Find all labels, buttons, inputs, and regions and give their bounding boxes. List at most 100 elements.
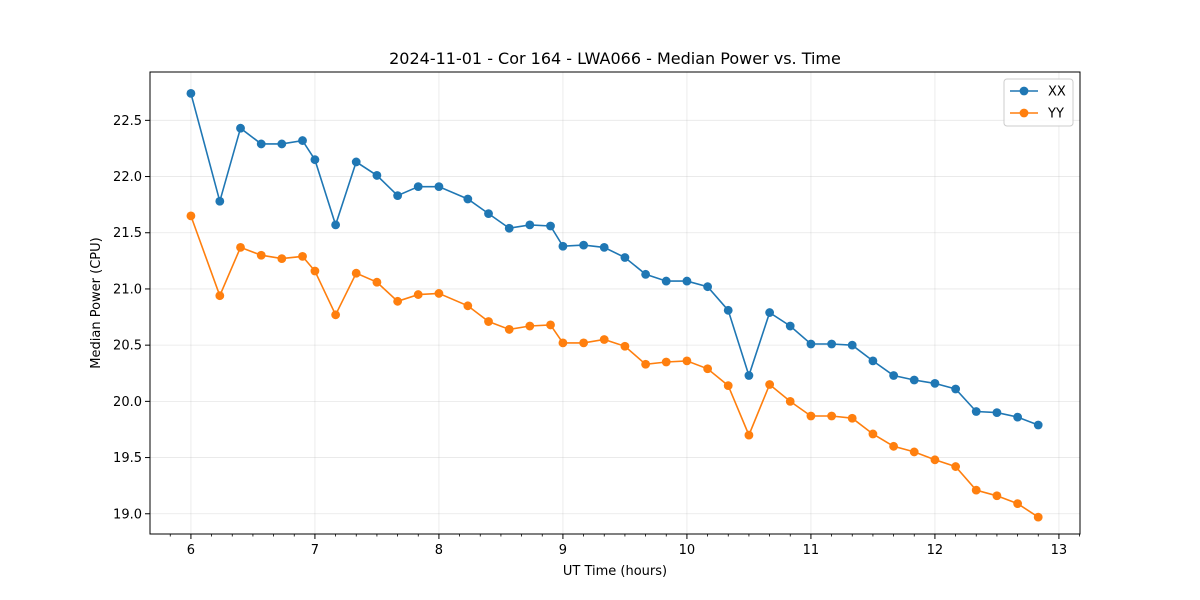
- data-point-yy: [723, 381, 733, 391]
- data-point-xx: [868, 356, 878, 366]
- data-point-yy: [661, 357, 671, 367]
- y-axis-label: Median Power (CPU): [89, 237, 104, 368]
- data-point-xx: [744, 371, 754, 380]
- data-point-yy: [889, 441, 899, 451]
- x-tick-label: 12: [927, 543, 944, 558]
- data-point-xx: [806, 339, 816, 349]
- data-point-yy: [525, 321, 535, 331]
- y-tick-label: 19.0: [113, 507, 142, 522]
- legend-label-xx: XX: [1048, 85, 1066, 100]
- y-tick-label: 22.5: [113, 114, 142, 129]
- y-tick-label: 21.0: [113, 282, 142, 297]
- x-tick-label: 11: [803, 543, 820, 558]
- y-tick-label: 22.0: [113, 170, 142, 185]
- plot-frame: [149, 71, 1081, 535]
- data-point-yy: [765, 380, 775, 389]
- data-point-yy: [992, 491, 1002, 501]
- x-tick-label: 9: [559, 543, 567, 558]
- data-point-xx: [723, 305, 733, 315]
- data-point-yy: [806, 411, 816, 421]
- data-point-yy: [620, 341, 630, 351]
- legend: XX YY: [1003, 78, 1074, 127]
- data-point-xx: [484, 209, 493, 219]
- data-point-xx: [1033, 420, 1043, 430]
- data-point-yy: [579, 338, 589, 348]
- data-point-xx: [599, 242, 609, 252]
- data-point-xx: [546, 221, 555, 231]
- data-point-xx: [256, 139, 266, 149]
- data-point-yy: [785, 396, 795, 406]
- data-point-yy: [393, 296, 403, 306]
- data-point-xx: [785, 321, 795, 331]
- data-point-yy: [827, 411, 837, 421]
- data-point-yy: [682, 356, 692, 366]
- data-point-yy: [558, 338, 568, 348]
- data-point-yy: [310, 266, 320, 276]
- data-point-xx: [620, 253, 630, 262]
- data-point-xx: [298, 136, 307, 145]
- data-point-yy: [186, 211, 196, 221]
- data-point-yy: [599, 335, 609, 344]
- data-point-xx: [372, 171, 382, 180]
- x-axis-label: UT Time (hours): [563, 564, 667, 579]
- data-point-yy: [331, 310, 341, 320]
- data-point-yy: [641, 359, 651, 369]
- data-point-xx: [393, 191, 403, 201]
- x-tick-label: 8: [435, 543, 443, 558]
- data-point-yy: [951, 462, 961, 471]
- x-tick-label: 6: [187, 543, 195, 558]
- data-point-xx: [186, 88, 196, 98]
- data-point-xx: [1013, 412, 1023, 422]
- data-point-xx: [504, 223, 514, 233]
- chart-title: 2024-11-01 - Cor 164 - LWA066 - Median P…: [389, 49, 841, 68]
- data-point-yy: [298, 251, 307, 261]
- data-point-xx: [525, 220, 535, 230]
- data-point-xx: [971, 407, 981, 416]
- data-point-yy: [909, 447, 919, 457]
- data-point-xx: [641, 269, 651, 279]
- data-point-xx: [463, 194, 473, 204]
- data-point-yy: [546, 320, 555, 330]
- data-point-xx: [992, 408, 1002, 417]
- legend-label-yy: YY: [1047, 107, 1064, 122]
- data-point-xx: [661, 276, 671, 286]
- data-point-yy: [930, 455, 940, 465]
- data-point-xx: [351, 157, 361, 167]
- y-tick-label: 20.0: [113, 395, 142, 410]
- data-point-xx: [277, 139, 287, 149]
- data-point-yy: [1033, 512, 1043, 522]
- data-point-yy: [413, 290, 423, 299]
- data-point-xx: [215, 196, 225, 206]
- x-tick-label: 10: [679, 543, 696, 558]
- data-point-yy: [703, 364, 713, 374]
- data-point-yy: [372, 277, 382, 287]
- data-point-xx: [682, 276, 692, 286]
- data-point-yy: [463, 301, 473, 311]
- data-point-yy: [1013, 499, 1023, 509]
- data-point-xx: [889, 371, 899, 380]
- x-tick-label: 7: [311, 543, 319, 558]
- data-point-yy: [215, 291, 225, 301]
- data-point-xx: [765, 308, 775, 317]
- legend-marker-yy: [1019, 108, 1029, 118]
- grid-lines: [150, 72, 1080, 534]
- data-point-xx: [236, 123, 245, 133]
- data-point-xx: [558, 241, 568, 251]
- data-point-yy: [504, 325, 514, 334]
- data-point-xx: [434, 182, 444, 192]
- legend-marker-xx: [1019, 86, 1029, 96]
- data-point-yy: [868, 429, 878, 439]
- data-point-yy: [351, 268, 361, 278]
- y-tick-label: 21.5: [113, 226, 142, 241]
- data-point-xx: [951, 384, 961, 394]
- data-point-yy: [434, 289, 444, 298]
- y-tick-label: 19.5: [113, 451, 142, 466]
- data-point-yy: [744, 430, 754, 440]
- x-tick-label: 13: [1051, 543, 1068, 558]
- data-point-xx: [310, 155, 320, 165]
- data-point-yy: [484, 317, 493, 326]
- data-point-yy: [277, 254, 287, 263]
- data-point-yy: [236, 242, 245, 252]
- data-point-xx: [847, 340, 857, 350]
